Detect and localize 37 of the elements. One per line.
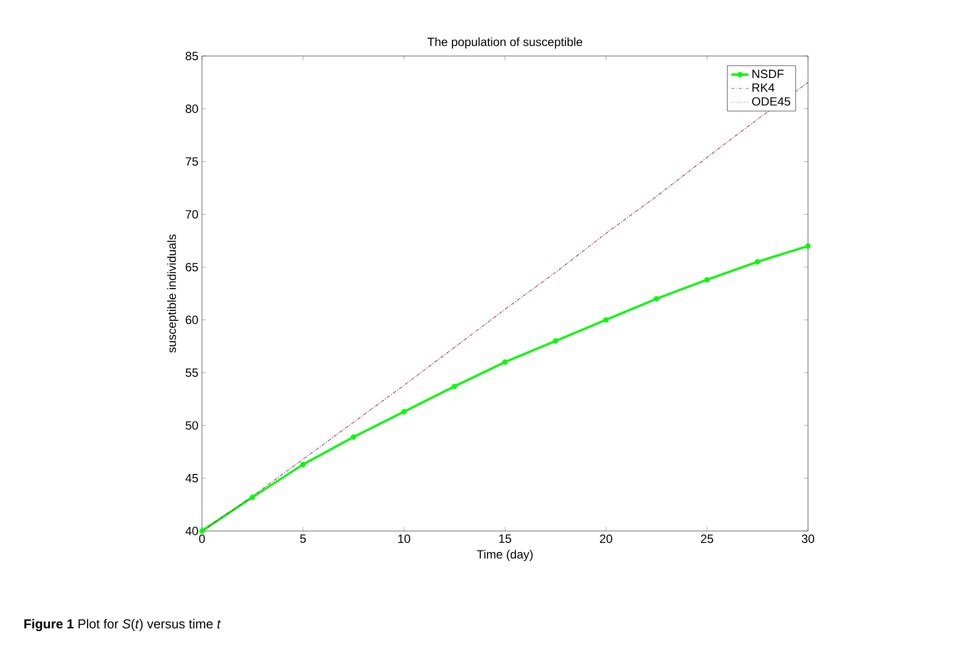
x-tick-label: 5 [300, 534, 306, 543]
point [350, 434, 356, 440]
point [704, 277, 710, 282]
text: Figure 1 Plot for S(t) versus time t [24, 618, 221, 632]
point [805, 243, 811, 249]
x-tick-label: 30 [802, 534, 814, 543]
y-axis-title: susceptible individuals [167, 234, 178, 353]
y-tick-label: 85 [186, 52, 198, 60]
y-tick-label: 80 [186, 104, 198, 113]
legend-label: ODE45 [752, 97, 790, 106]
x-tick-label: 0 [199, 534, 205, 543]
point [250, 494, 256, 500]
point [654, 296, 660, 302]
x-tick-label: 25 [700, 534, 714, 543]
point [401, 409, 407, 414]
y-tick-label: 60 [186, 316, 198, 324]
x-tick-label: 15 [499, 534, 512, 543]
x-axis-title: Time (day) [476, 550, 533, 561]
point [552, 338, 558, 344]
legend-label: NSDF [752, 70, 784, 78]
point [754, 259, 760, 265]
point [502, 359, 508, 365]
x-tick-label: 20 [600, 534, 612, 543]
point [300, 462, 306, 468]
legend-label: RK4 [752, 84, 774, 92]
y-tick-label: 70 [186, 210, 198, 219]
y-tick-label: 55 [186, 368, 198, 377]
x-tick-label: 10 [398, 534, 410, 543]
y-tick-label: 45 [185, 474, 198, 482]
y-tick-label: 40 [185, 526, 198, 536]
y-tick-label: 75 [186, 157, 198, 166]
y-tick-label: 50 [186, 421, 198, 430]
point [199, 528, 205, 534]
chart-title: The population of susceptible [428, 37, 582, 48]
point [452, 384, 458, 390]
point [603, 317, 609, 323]
y-tick-label: 65 [186, 262, 198, 272]
